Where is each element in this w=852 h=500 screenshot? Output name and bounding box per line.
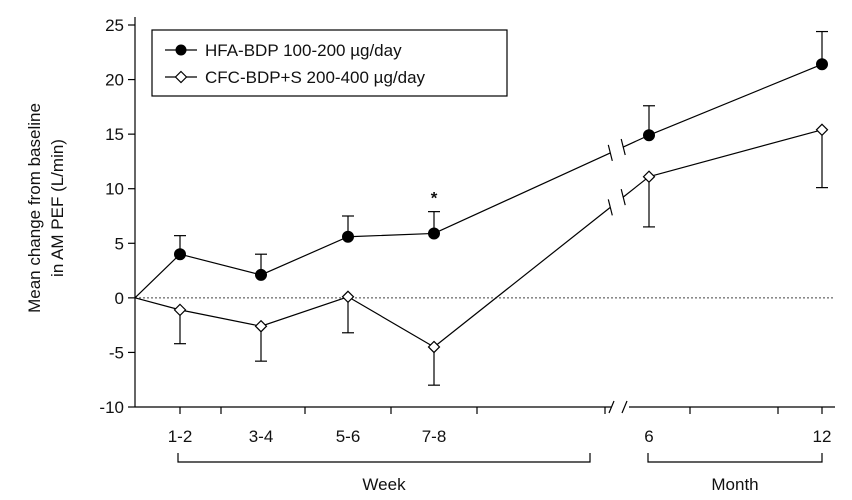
y-axis-label-line-1: Mean change from baseline	[25, 103, 44, 313]
legend: HFA-BDP 100-200 µg/day CFC-BDP+S 200-400 …	[151, 29, 508, 97]
series-2	[134, 123, 829, 386]
axes: 25 20 15 10 5 0 -5 -10 1-2 3-4 5-6 7-8 6 12	[99, 16, 835, 446]
x-tick-label: 5-6	[336, 427, 361, 446]
series-line	[648, 129, 823, 178]
y-tick-label: 20	[105, 71, 124, 90]
series-break-mark	[607, 199, 613, 216]
x-axis-break-mark	[608, 400, 615, 414]
series-1	[134, 30, 828, 299]
x-tick-label: 1-2	[168, 427, 193, 446]
y-tick-label: 0	[115, 289, 124, 308]
data-point-diamond	[173, 303, 187, 317]
legend-marker-diamond	[174, 70, 188, 84]
y-tick-label: 10	[105, 180, 124, 199]
y-tick-label: 15	[105, 125, 124, 144]
data-point-circle	[428, 227, 440, 240]
data-point-circle	[255, 268, 267, 281]
data-point-circle	[816, 58, 828, 71]
y-axis-label-line-2: in AM PEF (L/min)	[48, 139, 67, 277]
data-point-circle	[643, 129, 655, 142]
x-tick-label: 12	[813, 427, 832, 446]
legend-marker-circle	[175, 44, 187, 56]
group-bracket	[647, 453, 823, 463]
group-label: Month	[711, 475, 758, 494]
x-groups: Week Month	[177, 453, 823, 494]
series-break-mark	[620, 138, 626, 156]
series-layer: *	[134, 30, 829, 386]
y-tick-label: 5	[115, 234, 124, 253]
series-line	[433, 152, 611, 235]
x-tick-label: 3-4	[249, 427, 274, 446]
group-label: Week	[362, 475, 406, 494]
series-break-mark	[607, 144, 613, 162]
x-axis-break-mark	[621, 400, 628, 414]
x-tick-label: 6	[644, 427, 653, 446]
data-point-diamond	[642, 170, 656, 184]
legend-label: HFA-BDP 100-200 µg/day	[205, 41, 402, 60]
y-axis-label: Mean change from baseline in AM PEF (L/mi…	[25, 103, 67, 313]
series-break-mark	[620, 188, 626, 206]
y-tick-label: -5	[109, 343, 124, 362]
significance-annotation: *	[431, 189, 438, 208]
x-tick-label: 7-8	[422, 427, 447, 446]
data-point-circle	[174, 248, 186, 261]
data-point-diamond	[254, 319, 268, 333]
group-bracket	[177, 453, 591, 463]
legend-box	[151, 29, 508, 97]
data-point-diamond	[427, 340, 441, 354]
data-point-diamond	[341, 290, 355, 304]
y-tick-label: 25	[105, 16, 124, 35]
y-tick-label: -10	[99, 398, 124, 417]
series-line	[622, 176, 650, 198]
data-point-diamond	[815, 123, 829, 137]
series-line	[648, 63, 823, 136]
series-line	[433, 206, 611, 348]
data-point-circle	[342, 230, 354, 243]
legend-label: CFC-BDP+S 200-400 µg/day	[205, 68, 426, 87]
